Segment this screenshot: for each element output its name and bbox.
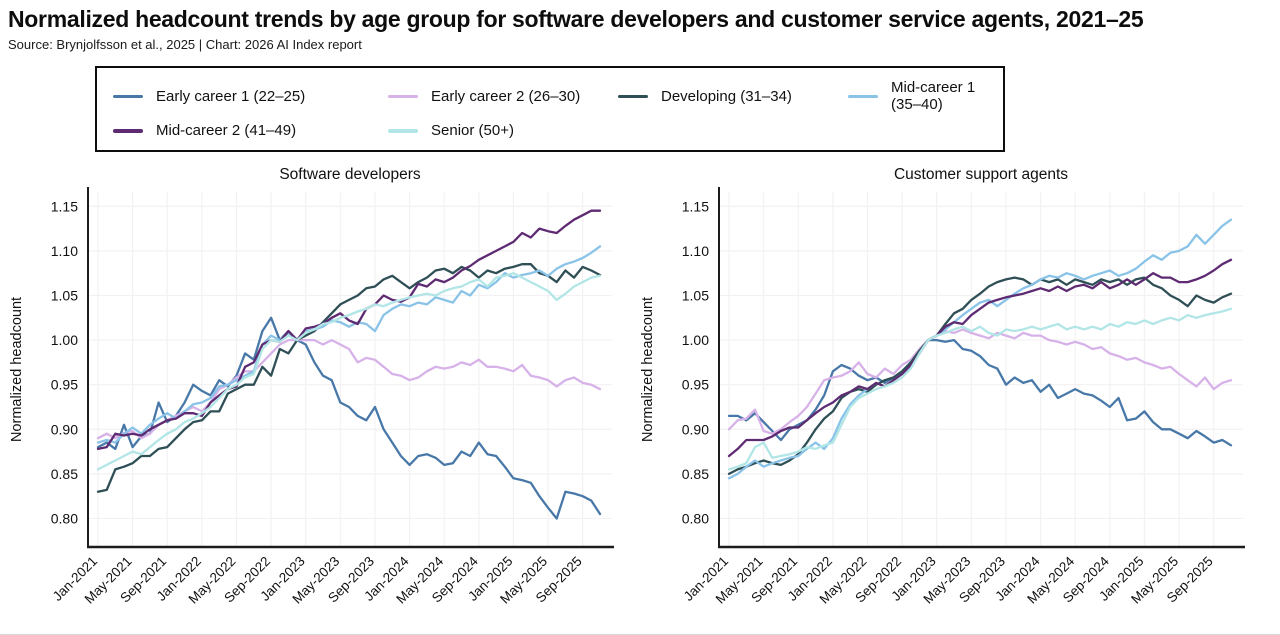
y-tick-label: 0.80 [51, 511, 78, 527]
y-tick-label: 0.80 [682, 511, 709, 527]
legend-swatch-mc2 [113, 129, 143, 133]
y-tick-label: 1.00 [51, 333, 78, 349]
y-tick-label: 0.85 [682, 466, 709, 482]
series-line-ec2 [96, 339, 602, 440]
y-tick-label: 1.10 [51, 243, 78, 259]
legend-swatch-dev [618, 94, 648, 99]
series-line-ec1 [727, 339, 1233, 447]
y-tick-label: 1.00 [682, 333, 709, 349]
series-line-mc1 [96, 245, 602, 445]
series-line-senior [96, 272, 602, 471]
legend-label-mc2: Mid-career 2 (41–49) [156, 122, 297, 140]
legend-swatch-ec1 [113, 94, 143, 99]
legend-label-ec1: Early career 1 (22–25) [156, 87, 306, 105]
chart-customer-support-agents: 0.800.850.900.951.001.051.101.15Jan-2021… [640, 166, 1245, 607]
series-line-ec2 [727, 328, 1233, 436]
legend-item-mc1: Mid-career 1 (35–40) [848, 79, 985, 113]
series-line-mc2 [96, 209, 602, 451]
y-tick-label: 0.90 [682, 422, 709, 438]
y-tick-label: 0.90 [51, 422, 78, 438]
series-line-dev [727, 276, 1233, 476]
chart-title: Customer support agents [894, 166, 1068, 183]
series-line-ec1 [96, 317, 602, 521]
series-line-mc2 [727, 259, 1233, 458]
y-tick-label: 1.15 [682, 199, 709, 215]
page-title: Normalized headcount trends by age group… [8, 6, 1144, 32]
series-line-senior [727, 308, 1233, 471]
legend: Early career 1 (22–25) Early career 2 (26… [95, 66, 1005, 153]
source-attribution: Source: Brynjolfsson et al., 2025 | Char… [8, 37, 362, 53]
legend-label-ec2: Early career 2 (26–30) [431, 87, 581, 105]
legend-item-mc2: Mid-career 2 (41–49) [113, 122, 388, 139]
charts-row: 0.80 0.85 0.90 0.95 1.00 1.05 1.10 1.15 Jan-2021… [0, 162, 1280, 634]
y-tick-label: 1.15 [51, 199, 78, 215]
chart-header: Normalized headcount trends by age group… [0, 0, 1280, 52]
chart-title: Software developers [279, 166, 421, 183]
y-tick-label: 0.95 [682, 377, 709, 393]
legend-label-mc1: Mid-career 1 (35–40) [891, 79, 976, 114]
y-tick-label: 1.05 [682, 288, 709, 304]
legend-item-dev: Developing (31–34) [618, 79, 848, 113]
series-line-dev [96, 263, 602, 494]
legend-item-senior: Senior (50+) [388, 122, 618, 139]
legend-label-senior: Senior (50+) [431, 122, 514, 140]
legend-swatch-mc1 [848, 94, 878, 99]
legend-item-ec2: Early career 2 (26–30) [388, 79, 618, 113]
y-tick-label: 0.95 [51, 377, 78, 393]
legend-swatch-senior [388, 129, 418, 133]
legend-swatch-ec2 [388, 94, 418, 99]
y-axis-label: Normalized headcount [640, 297, 656, 442]
legend-item-ec1: Early career 1 (22–25) [113, 79, 388, 113]
y-tick-label: 0.85 [51, 466, 78, 482]
series-line-mc1 [727, 218, 1233, 480]
y-tick-label: 1.05 [51, 288, 78, 304]
legend-label-dev: Developing (31–34) [661, 87, 792, 105]
chart-software-developers: 0.800.850.900.951.001.051.101.15Jan-2021… [9, 166, 614, 607]
y-axis-label: Normalized headcount [9, 297, 25, 442]
y-tick-label: 1.10 [682, 243, 709, 259]
